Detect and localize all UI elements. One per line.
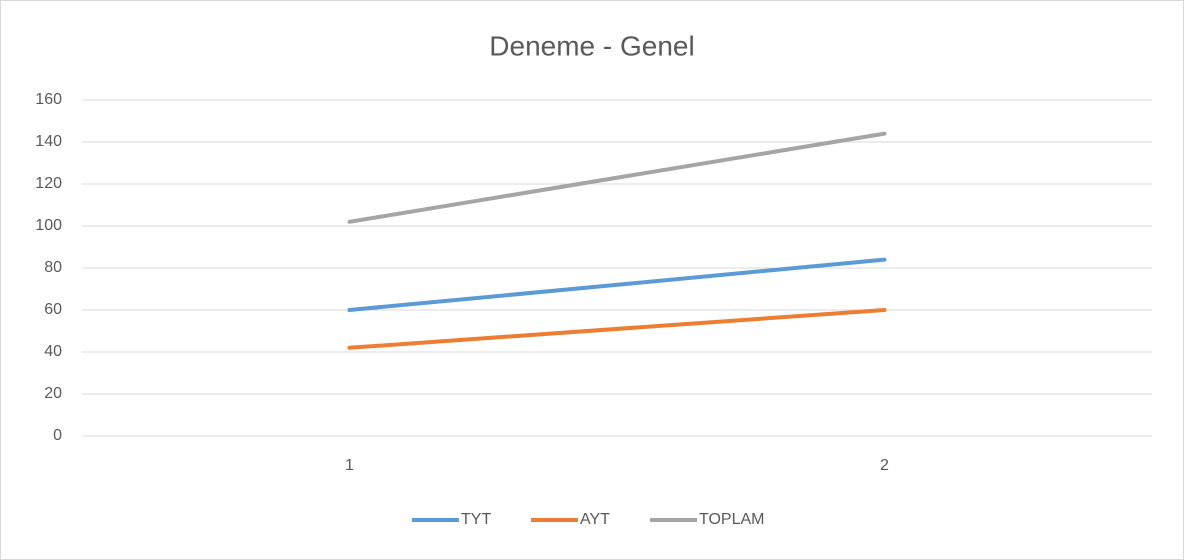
y-tick-label: 0 bbox=[53, 427, 62, 444]
series-line bbox=[347, 131, 887, 224]
y-tick-label: 40 bbox=[44, 343, 62, 360]
legend-label: TOPLAM bbox=[699, 511, 765, 528]
y-tick-label: 60 bbox=[44, 301, 62, 318]
x-tick-label: 1 bbox=[345, 457, 354, 474]
legend-label: AYT bbox=[580, 511, 610, 528]
legend-label: TYT bbox=[461, 511, 491, 528]
series-line bbox=[347, 308, 887, 350]
y-tick-label: 80 bbox=[44, 259, 62, 276]
x-tick-label: 2 bbox=[880, 457, 889, 474]
y-tick-label: 100 bbox=[35, 217, 62, 234]
series-line bbox=[347, 257, 887, 312]
y-tick-label: 160 bbox=[35, 91, 62, 108]
chart-title: Deneme - Genel bbox=[489, 30, 694, 61]
y-tick-label: 120 bbox=[35, 175, 62, 192]
y-tick-label: 20 bbox=[44, 385, 62, 402]
y-tick-label: 140 bbox=[35, 133, 62, 150]
